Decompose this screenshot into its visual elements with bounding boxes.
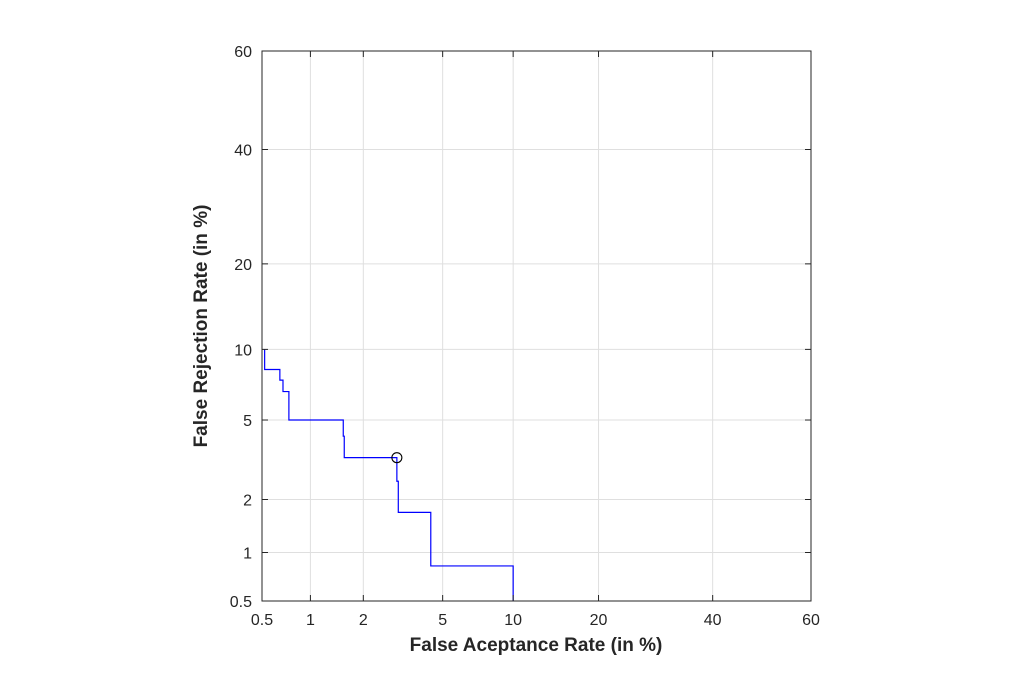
- y-tick-label: 0.5: [230, 594, 252, 611]
- y-tick-label: 20: [234, 257, 252, 274]
- y-tick-label: 5: [243, 413, 252, 430]
- x-tick-label: 20: [590, 612, 608, 629]
- grid-lines: [262, 51, 811, 601]
- y-tick-label: 2: [243, 493, 252, 510]
- y-axis-label: False Rejection Rate (in %): [191, 205, 212, 448]
- axes-frame: [261, 50, 812, 602]
- x-tick-label: 40: [704, 612, 722, 629]
- plot-area: [262, 51, 811, 601]
- plot-border: [261, 50, 812, 602]
- series-layer: [264, 349, 514, 601]
- y-tick-label: 60: [234, 44, 252, 61]
- x-tick-label: 5: [438, 612, 447, 629]
- x-tick-label: 1: [306, 612, 315, 629]
- x-tick-label: 10: [504, 612, 522, 629]
- x-tick-label: 2: [359, 612, 368, 629]
- y-tick-label: 40: [234, 143, 252, 160]
- x-tick-label: 0.5: [251, 612, 273, 629]
- y-tick-label: 10: [234, 342, 252, 359]
- operating-point-marker: [391, 452, 403, 464]
- y-tick-label: 1: [243, 545, 252, 562]
- ticks: 0.5 1 2 5 10 20 40 60 0.5 1 2 5 10 20 40 60: [230, 44, 820, 629]
- x-axis-label: False Aceptance Rate (in %): [410, 635, 663, 656]
- det-curve: [264, 349, 514, 601]
- x-tick-label: 60: [802, 612, 820, 629]
